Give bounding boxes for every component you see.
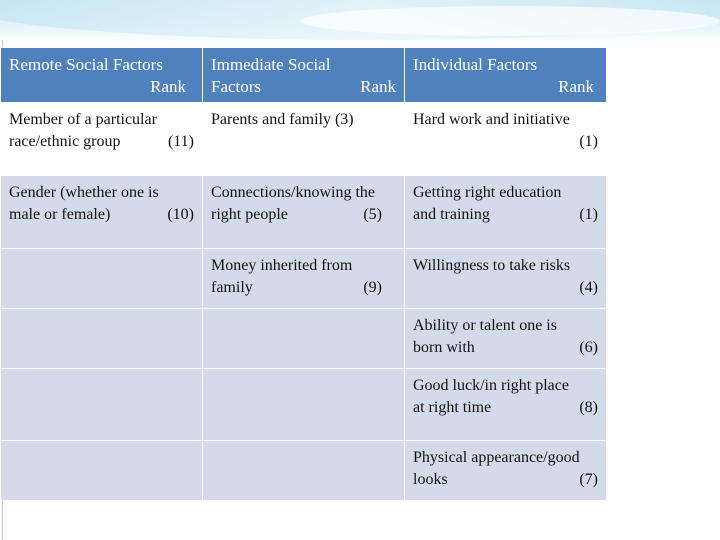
table-cell-immediate — [202, 440, 405, 501]
cell-text: Gender (whether one is — [9, 184, 159, 201]
table-cell-individual: Ability or talent one is born with (6) — [404, 308, 607, 369]
header-title: Remote Social Factors — [9, 55, 163, 74]
header-rank-label: Rank — [558, 77, 594, 96]
table-cell-remote — [0, 368, 203, 441]
table-cell-remote: Member of a particular race/ethnic group… — [0, 102, 203, 176]
table-cell-individual: Getting right education and training (1) — [404, 175, 607, 249]
table-cell-individual: Physical appearance/good looks (7) — [404, 440, 607, 501]
header-title: Immediate Social — [211, 55, 331, 74]
factors-ranking-table: Remote Social Factors Rank Immediate Soc… — [0, 47, 607, 501]
cell-rank: (10) — [167, 206, 194, 223]
cell-text: Physical appearance/good — [413, 449, 580, 466]
slide-top-decoration — [0, 0, 720, 44]
header-rank-label: Rank — [360, 77, 396, 96]
cell-text: Connections/knowing the — [211, 184, 375, 201]
cell-text: Parents and family (3) — [211, 111, 354, 128]
cell-text: Member of a particular — [9, 111, 157, 128]
header-individual-factors: Individual Factors Rank — [404, 47, 607, 103]
cell-rank: (1) — [579, 206, 598, 223]
table-cell-individual: Hard work and initiative (1) — [404, 102, 607, 176]
table-cell-individual: Good luck/in right place at right time (… — [404, 368, 607, 441]
cell-rank: (11) — [167, 133, 194, 150]
table-row: Ability or talent one is born with (6) — [0, 308, 607, 369]
table-row: Good luck/in right place at right time (… — [0, 368, 607, 441]
cell-text: right people — [211, 206, 288, 223]
cell-text: looks — [413, 471, 448, 488]
table-cell-immediate — [202, 308, 405, 369]
cell-text: Willingness to take risks — [413, 257, 571, 274]
cell-rank: (9) — [363, 279, 382, 296]
table-cell-remote — [0, 248, 203, 309]
table-row: Physical appearance/good looks (7) — [0, 440, 607, 501]
cell-text: male or female) — [9, 206, 111, 223]
cell-rank: (4) — [579, 279, 598, 296]
cell-text: Money inherited from — [211, 257, 353, 274]
cell-rank: (8) — [579, 399, 598, 416]
cell-text: Ability or talent one is — [413, 317, 557, 334]
cell-text: Getting right education — [413, 184, 562, 201]
cell-text: Hard work and initiative — [413, 111, 570, 128]
table-cell-remote: Gender (whether one is male or female) (… — [0, 175, 203, 249]
cell-rank: (7) — [579, 471, 598, 488]
cell-text: and training — [413, 206, 490, 223]
header-rank-label: Rank — [150, 77, 186, 96]
table-row: Gender (whether one is male or female) (… — [0, 175, 607, 249]
table-cell-remote — [0, 308, 203, 369]
cell-text: family — [211, 279, 253, 296]
cell-rank: (5) — [363, 206, 382, 223]
table-cell-immediate: Connections/knowing the right people (5) — [202, 175, 405, 249]
cell-text: born with — [413, 339, 475, 356]
cell-text: at right time — [413, 399, 492, 416]
table-row: Member of a particular race/ethnic group… — [0, 102, 607, 176]
header-title-continued: Factors — [211, 77, 262, 96]
cell-rank: (6) — [579, 339, 598, 356]
table-cell-immediate: Money inherited from family (9) — [202, 248, 405, 309]
table-cell-individual: Willingness to take risks (4) — [404, 248, 607, 309]
table-cell-immediate: Parents and family (3) — [202, 102, 405, 176]
cell-text: race/ethnic group — [9, 133, 121, 150]
decorative-highlight — [300, 6, 720, 36]
header-immediate-social-factors: Immediate Social Factors Rank — [202, 47, 405, 103]
cell-rank: (1) — [579, 133, 598, 150]
header-title: Individual Factors — [413, 55, 538, 74]
table-header-row: Remote Social Factors Rank Immediate Soc… — [0, 47, 607, 103]
table-cell-immediate — [202, 368, 405, 441]
table-cell-remote — [0, 440, 203, 501]
header-remote-social-factors: Remote Social Factors Rank — [0, 47, 203, 103]
cell-text: Good luck/in right place — [413, 377, 569, 394]
table-row: Money inherited from family (9) Willingn… — [0, 248, 607, 309]
